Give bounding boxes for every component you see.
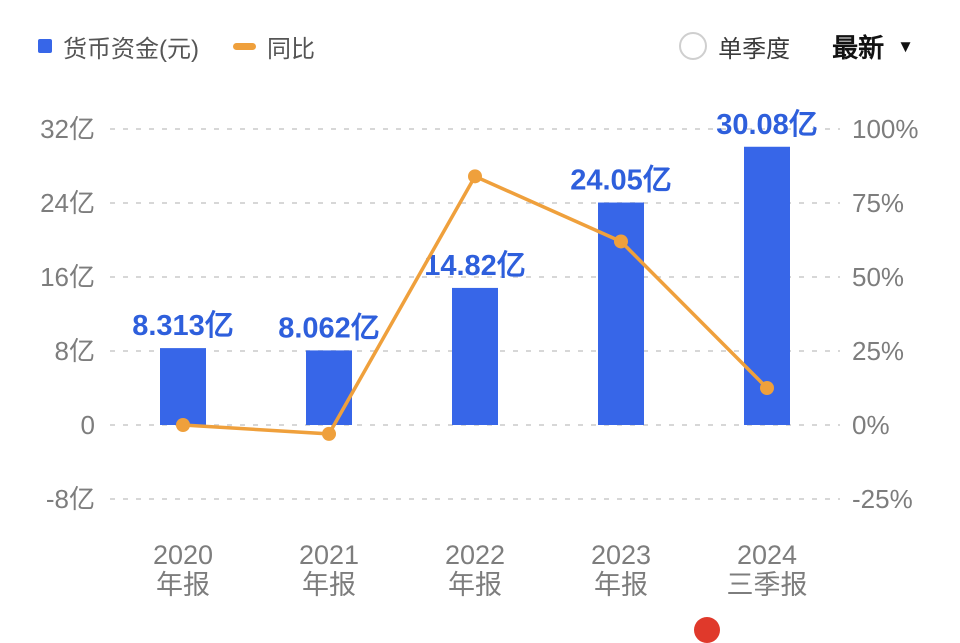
line-point[interactable] xyxy=(614,234,628,249)
bar-swatch-icon xyxy=(38,39,52,53)
bar-value-label: 8.313亿 xyxy=(132,309,234,342)
line-point[interactable] xyxy=(760,381,774,395)
x-axis-label-year: 2024 xyxy=(737,540,797,570)
x-axis-label-period: 年报 xyxy=(594,570,648,600)
right-axis-tick: 25% xyxy=(852,336,904,366)
right-axis-tick: 75% xyxy=(852,188,904,218)
bar[interactable] xyxy=(744,146,790,425)
logo-dot xyxy=(694,617,720,643)
legend-item-bar[interactable]: 货币资金(元) xyxy=(38,29,199,64)
x-axis-label-period: 年报 xyxy=(156,570,210,600)
period-dropdown-label: 最新 xyxy=(832,32,885,63)
bar-value-label: 30.08亿 xyxy=(716,108,818,141)
right-axis-tick: -25% xyxy=(852,484,913,514)
x-axis-label-year: 2023 xyxy=(591,540,651,570)
right-axis-tick: 100% xyxy=(852,114,919,144)
line-point[interactable] xyxy=(176,418,190,432)
x-axis-label-year: 2021 xyxy=(299,540,359,570)
single-quarter-radio[interactable] xyxy=(679,32,708,60)
bar-value-label: 8.062亿 xyxy=(278,311,380,344)
line-legend-label: 同比 xyxy=(266,35,315,63)
x-axis-label-year: 2022 xyxy=(445,540,505,570)
chart-header: 货币资金(元) 同比 单季度 最新 ▼ xyxy=(0,24,960,68)
left-axis-tick: 8亿 xyxy=(55,336,95,366)
bar[interactable] xyxy=(452,287,498,425)
left-axis-tick: -8亿 xyxy=(46,484,95,514)
x-axis-label-period: 年报 xyxy=(302,570,356,600)
bar-value-label: 24.05亿 xyxy=(570,164,672,197)
legend-item-line[interactable]: 同比 xyxy=(232,29,315,64)
single-quarter-label: 单季度 xyxy=(718,35,791,63)
x-axis-label-period: 年报 xyxy=(448,570,502,600)
bar-value-label: 14.82亿 xyxy=(424,249,526,282)
right-axis-tick: 0% xyxy=(852,410,890,440)
left-axis-tick: 24亿 xyxy=(40,188,95,218)
left-axis-tick: 16亿 xyxy=(40,262,95,292)
line-swatch-icon xyxy=(232,42,256,50)
bar-legend-label: 货币资金(元) xyxy=(63,35,199,63)
bar[interactable] xyxy=(306,350,352,425)
chevron-down-icon: ▼ xyxy=(897,36,914,56)
line-point[interactable] xyxy=(322,426,336,441)
legend: 货币资金(元) 同比 xyxy=(38,29,315,64)
chart-controls: 单季度 最新 ▼ xyxy=(679,28,914,65)
left-axis-tick: 0 xyxy=(81,410,95,440)
right-axis-tick: 50% xyxy=(852,262,904,292)
bar-line-chart: 32亿 24亿 16亿 8亿 0 -8亿 100% 75% 50% 25% 0% -25% 8.313亿… xyxy=(40,108,919,600)
line-point[interactable] xyxy=(468,169,482,184)
left-axis-tick: 32亿 xyxy=(40,114,95,144)
period-dropdown[interactable]: 最新 ▼ xyxy=(832,28,914,65)
x-axis-label-period: 三季报 xyxy=(727,570,808,600)
bar[interactable] xyxy=(160,348,206,425)
x-axis-label-year: 2020 xyxy=(153,540,213,570)
